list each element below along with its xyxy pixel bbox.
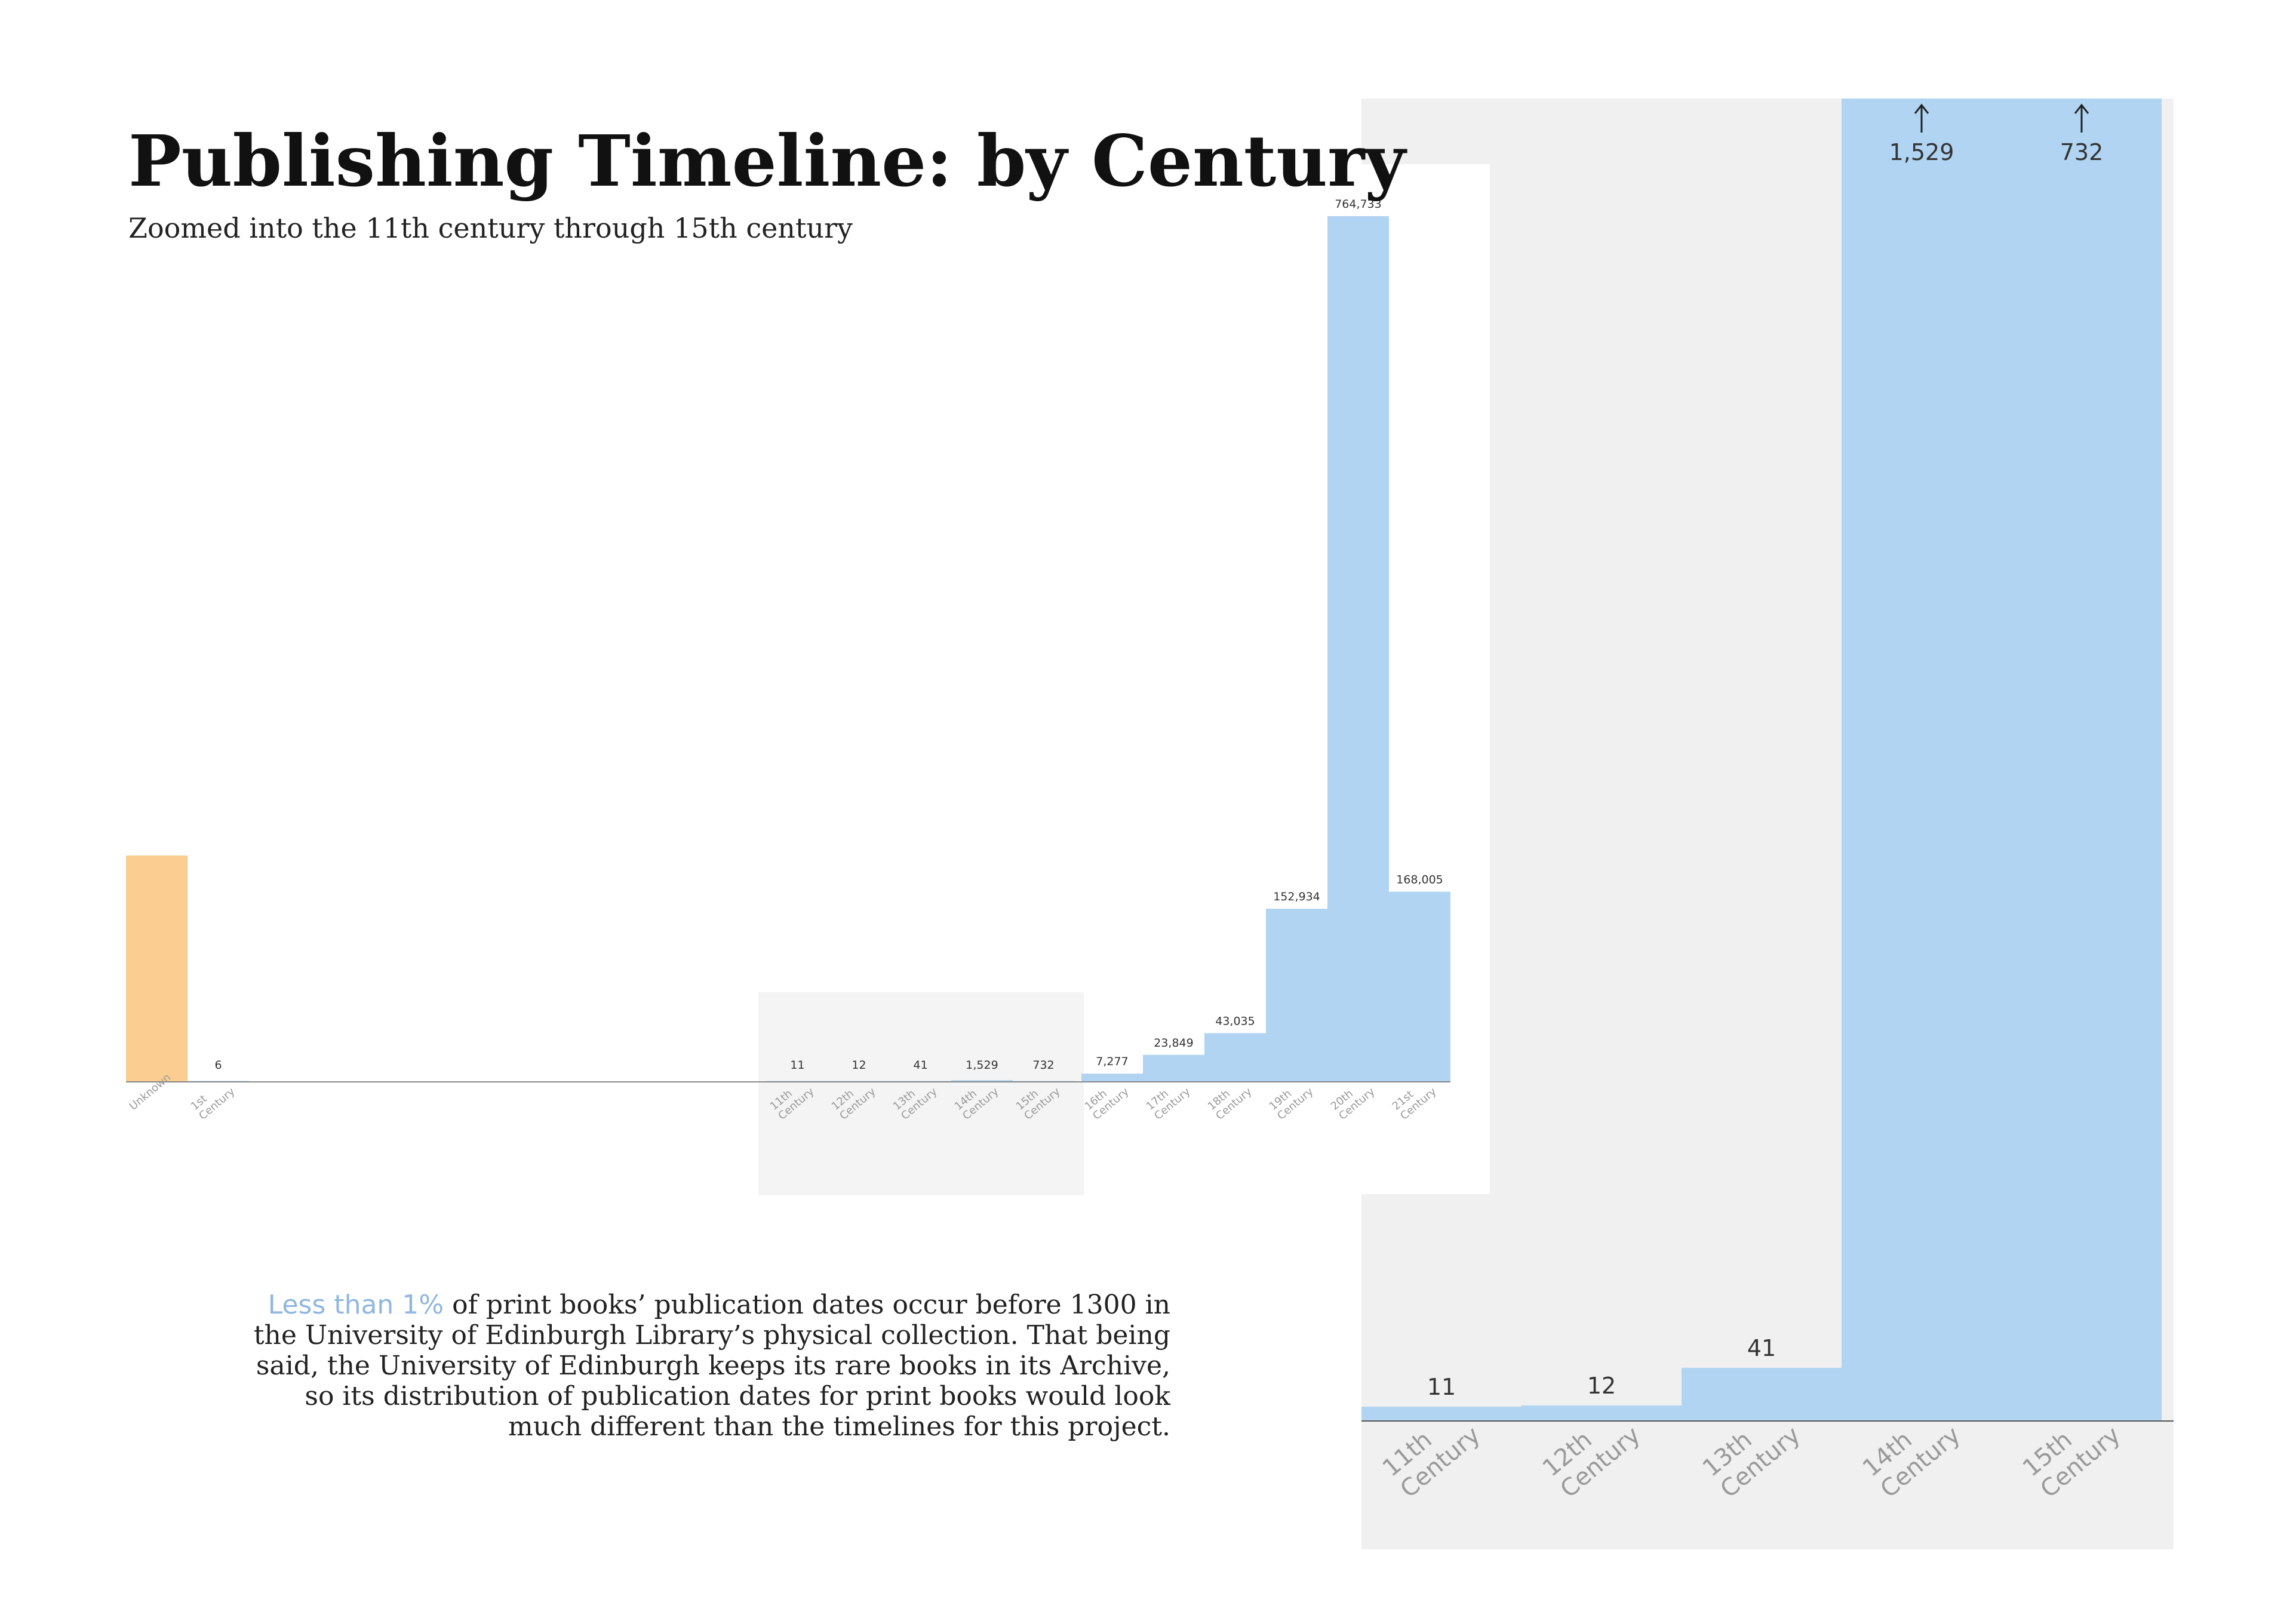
- annotation-line-4: so its distribution of publication dates…: [305, 1381, 1170, 1411]
- page-title: Publishing Timeline: by Century: [128, 119, 1406, 202]
- zoom-bar-12th-century: [1522, 1405, 1682, 1421]
- zoom-data-label-13th-century: 41: [1747, 1335, 1776, 1361]
- zoom-highlight-region: [758, 992, 1084, 1195]
- zoom-bar-14th-century: [1842, 99, 2002, 1421]
- tick-label-17th-century: 17thCentury: [1144, 1076, 1193, 1122]
- data-label-18th-century: 43,035: [1215, 1014, 1255, 1028]
- annotation-line-3: said, the University of Edinburgh keeps …: [256, 1351, 1170, 1381]
- zoom-data-label-15th-century: 732: [2060, 139, 2104, 165]
- overview-bar-chart: Unknown61stCentury1111thCentury1212thCen…: [126, 198, 1450, 1122]
- bar-17th-century: [1143, 1054, 1204, 1082]
- bar-16th-century: [1081, 1074, 1143, 1082]
- bar-unknown: [126, 855, 188, 1082]
- annotation-text-1: of print books’ publication dates occur …: [452, 1290, 1170, 1320]
- bar-21st-century: [1389, 891, 1450, 1082]
- tick-label-19th-century: 19thCentury: [1267, 1076, 1316, 1122]
- data-label-15th-century: 732: [1032, 1059, 1054, 1072]
- zoom-bar-15th-century: [2002, 99, 2162, 1421]
- annotation-highlight: Less than 1%: [268, 1290, 444, 1320]
- annotation-line-1: Less than 1% of print books’ publication…: [239, 1290, 1170, 1320]
- tick-label-1st-century: 1stCentury: [189, 1076, 238, 1122]
- data-label-17th-century: 23,849: [1154, 1036, 1193, 1050]
- zoom-data-label-11th-century: 11: [1427, 1374, 1456, 1400]
- annotation-paragraph: Less than 1% of print books’ publication…: [239, 1290, 1170, 1442]
- zoom-bar-13th-century: [1682, 1368, 1842, 1421]
- data-label-21st-century: 168,005: [1396, 873, 1443, 886]
- data-label-1st-century: 6: [214, 1059, 222, 1072]
- zoom-data-label-12th-century: 12: [1587, 1373, 1616, 1399]
- data-label-20th-century: 764,733: [1335, 198, 1382, 211]
- data-label-13th-century: 41: [913, 1059, 927, 1072]
- zoom-bar-11th-century: [1361, 1407, 1522, 1421]
- tick-label-18th-century: 18thCentury: [1206, 1076, 1255, 1122]
- page-subtitle: Zoomed into the 11th century through 15t…: [128, 212, 853, 244]
- data-label-12th-century: 12: [852, 1059, 866, 1072]
- bar-19th-century: [1266, 909, 1327, 1082]
- data-label-14th-century: 1,529: [966, 1059, 998, 1072]
- annotation-line-2: the University of Edinburgh Library’s ph…: [253, 1320, 1170, 1351]
- bar-20th-century: [1327, 216, 1389, 1082]
- bar-14th-century: [951, 1080, 1013, 1082]
- data-label-11th-century: 11: [790, 1059, 804, 1072]
- data-label-19th-century: 152,934: [1273, 890, 1320, 903]
- data-label-16th-century: 7,277: [1096, 1055, 1128, 1068]
- zoomed-bar-chart: 1111thCentury1212thCentury4113thCentury1…: [1361, 99, 2174, 1503]
- bar-18th-century: [1204, 1033, 1266, 1082]
- truncation-arrow-icon: [1914, 103, 1929, 133]
- truncation-arrow-icon: [2074, 103, 2089, 133]
- zoom-data-label-14th-century: 1,529: [1889, 139, 1954, 165]
- tick-label-16th-century: 16thCentury: [1083, 1076, 1132, 1122]
- annotation-line-5: much different than the timelines for th…: [508, 1411, 1170, 1442]
